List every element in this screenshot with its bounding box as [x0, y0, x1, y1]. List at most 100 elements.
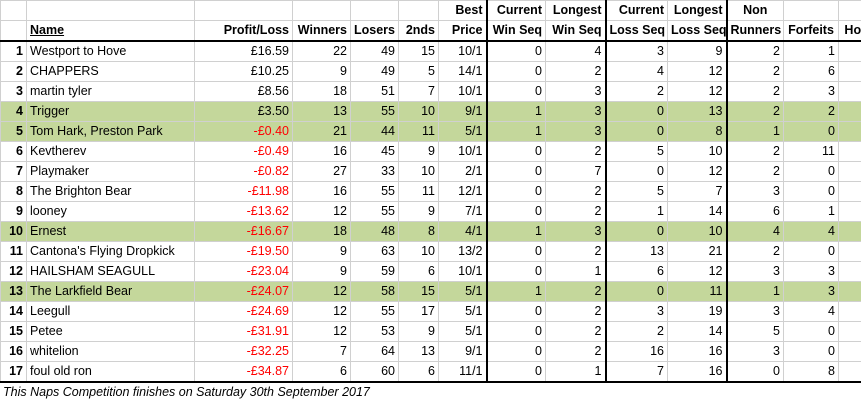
header-top-holiday: [838, 0, 861, 21]
cell-profit-loss: -£0.49: [194, 141, 293, 162]
cell-winners: 7: [292, 341, 351, 362]
cell-current-win-seq: 0: [486, 201, 546, 222]
cell-current-win-seq: 0: [486, 161, 546, 182]
cell-longest-loss-seq: 21: [667, 241, 728, 262]
header-top-non-runners: Non: [726, 0, 784, 21]
cell-longest-win-seq: 2: [545, 61, 607, 82]
table-row: 13 The Larkfield Bear -£24.07 12 58 15 5/1 1 2 0 1…: [0, 281, 861, 302]
cell-forfeits: 0: [783, 321, 839, 342]
cell-seconds: 15: [398, 40, 439, 62]
cell-best-price: 13/2: [438, 241, 488, 262]
cell-seconds: 10: [398, 101, 439, 122]
cell-winners: 16: [292, 141, 351, 162]
cell-best-price: 10/1: [438, 261, 488, 282]
header-top-longest-win-seq: Longest: [545, 0, 607, 21]
cell-name: Ernest: [26, 221, 195, 242]
cell-current-win-seq: 0: [486, 61, 546, 82]
cell-profit-loss: -£19.50: [194, 241, 293, 262]
header-top-current-loss-seq: Current: [605, 0, 668, 21]
cell-winners: 12: [292, 281, 351, 302]
cell-rank: 12: [0, 261, 27, 282]
cell-longest-win-seq: 3: [545, 221, 607, 242]
cell-forfeits: 4: [783, 221, 839, 242]
cell-current-loss-seq: 16: [605, 341, 668, 362]
cell-current-win-seq: 0: [486, 141, 546, 162]
cell-losers: 49: [350, 40, 399, 62]
cell-current-win-seq: 1: [486, 101, 546, 122]
cell-losers: 63: [350, 241, 399, 262]
header-best-price: Price: [438, 20, 488, 42]
cell-winners: 21: [292, 121, 351, 142]
cell-name: Trigger: [26, 101, 195, 122]
cell-rank: 9: [0, 201, 27, 222]
cell-seconds: 7: [398, 81, 439, 102]
header-longest-win-seq: Win Seq: [545, 20, 607, 42]
cell-profit-loss: -£24.69: [194, 301, 293, 322]
cell-best-price: 5/1: [438, 321, 488, 342]
cell-current-win-seq: 0: [486, 341, 546, 362]
cell-name: HAILSHAM SEAGULL: [26, 261, 195, 282]
cell-winners: 12: [292, 201, 351, 222]
cell-rank: 4: [0, 101, 27, 122]
cell-longest-win-seq: 7: [545, 161, 607, 182]
header-holiday: Holiday: [838, 20, 861, 42]
cell-winners: 12: [292, 321, 351, 342]
cell-current-win-seq: 1: [486, 281, 546, 302]
cell-seconds: 10: [398, 161, 439, 182]
cell-rank: 2: [0, 61, 27, 82]
cell-current-loss-seq: 0: [605, 281, 668, 302]
cell-name: Tom Hark, Preston Park: [26, 121, 195, 142]
header-row-bottom: Name Profit/Loss Winners Losers 2nds Pri…: [0, 20, 861, 42]
table-row: 12 HAILSHAM SEAGULL -£23.04 9 59 6 10/1 0 1 6 12 3 3…: [0, 261, 861, 282]
cell-seconds: 17: [398, 301, 439, 322]
cell-best-price: 10/1: [438, 81, 488, 102]
cell-rank: 13: [0, 281, 27, 302]
cell-losers: 44: [350, 121, 399, 142]
cell-longest-win-seq: 2: [545, 181, 607, 202]
cell-current-loss-seq: 6: [605, 261, 668, 282]
cell-profit-loss: -£0.82: [194, 161, 293, 182]
cell-profit-loss: -£16.67: [194, 221, 293, 242]
cell-non-runners: 2: [726, 40, 784, 62]
cell-rank: 15: [0, 321, 27, 342]
cell-name: The Brighton Bear: [26, 181, 195, 202]
cell-non-runners: 3: [726, 341, 784, 362]
cell-winners: 9: [292, 241, 351, 262]
cell-forfeits: 0: [783, 121, 839, 142]
cell-losers: 59: [350, 261, 399, 282]
cell-best-price: 12/1: [438, 181, 488, 202]
cell-longest-win-seq: 2: [545, 201, 607, 222]
cell-rank: 10: [0, 221, 27, 242]
cell-current-win-seq: 0: [486, 361, 546, 383]
cell-non-runners: 5: [726, 321, 784, 342]
cell-forfeits: 11: [783, 141, 839, 162]
cell-profit-loss: -£31.91: [194, 321, 293, 342]
cell-rank: 7: [0, 161, 27, 182]
cell-best-price: 10/1: [438, 141, 488, 162]
cell-current-win-seq: 0: [486, 181, 546, 202]
cell-name: Kevtherev: [26, 141, 195, 162]
cell-profit-loss: -£13.62: [194, 201, 293, 222]
cell-losers: 55: [350, 201, 399, 222]
header-top-longest-loss-seq: Longest: [667, 0, 728, 21]
cell-longest-loss-seq: 14: [667, 321, 728, 342]
header-rank: [0, 20, 27, 42]
cell-profit-loss: £3.50: [194, 101, 293, 122]
cell-longest-win-seq: 1: [545, 361, 607, 383]
cell-current-win-seq: 1: [486, 121, 546, 142]
cell-winners: 22: [292, 40, 351, 62]
cell-forfeits: 0: [783, 341, 839, 362]
cell-holiday: 0: [838, 341, 861, 362]
cell-longest-win-seq: 2: [545, 301, 607, 322]
cell-losers: 49: [350, 61, 399, 82]
cell-holiday: 12: [838, 161, 861, 182]
cell-name: CHAPPERS: [26, 61, 195, 82]
cell-non-runners: 6: [726, 201, 784, 222]
cell-seconds: 15: [398, 281, 439, 302]
cell-current-win-seq: 0: [486, 301, 546, 322]
naps-standings-table: Best Current Longest Current Longest Non…: [0, 0, 861, 383]
header-current-loss-seq: Loss Seq: [605, 20, 668, 42]
